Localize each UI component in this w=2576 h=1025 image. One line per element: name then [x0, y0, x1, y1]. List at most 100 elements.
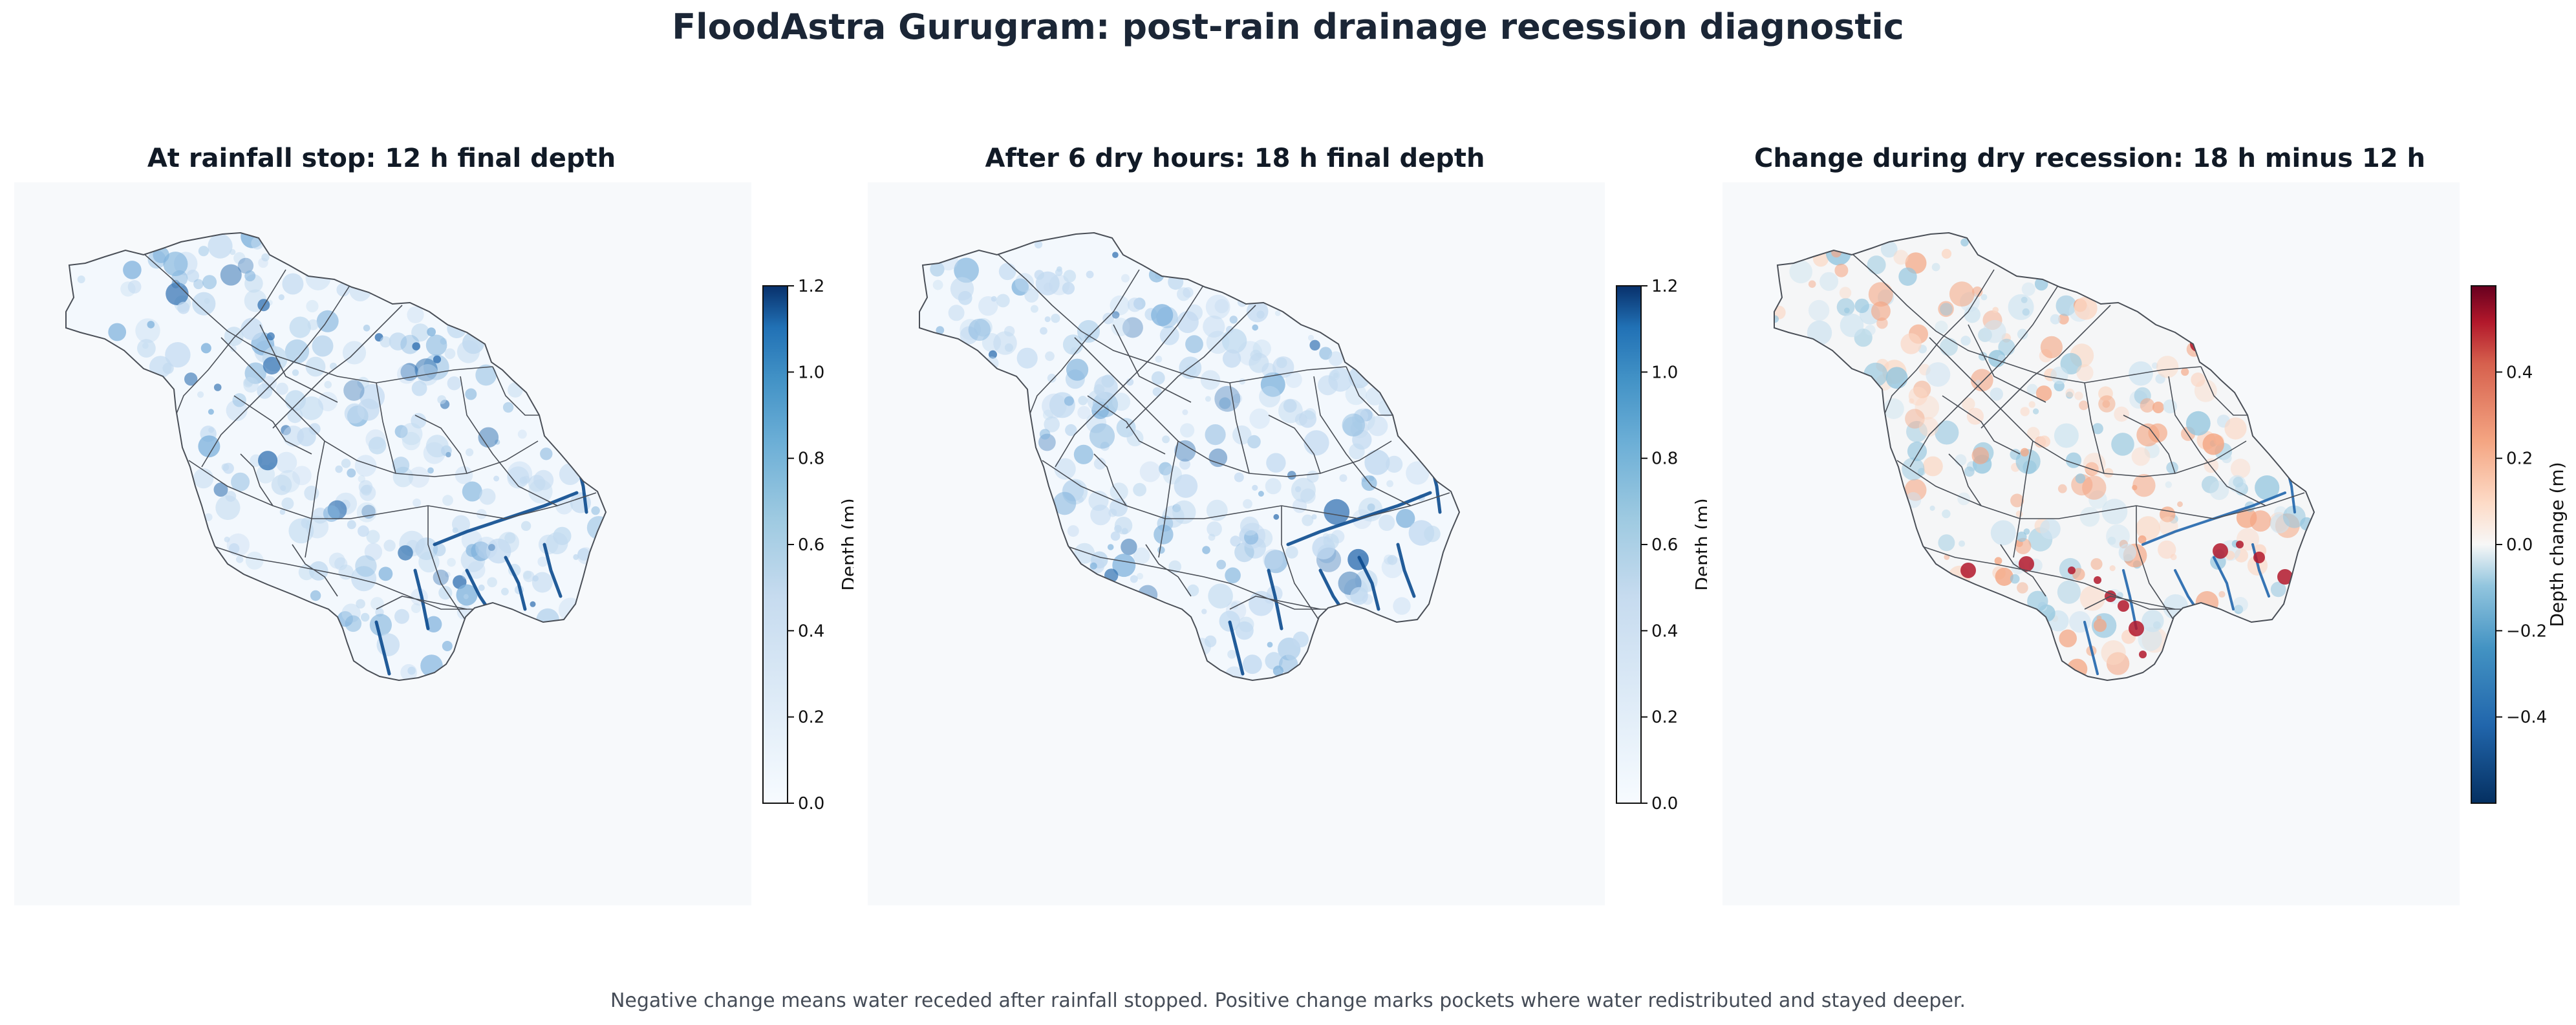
depth-cell [993, 331, 1017, 355]
depth-cell [2020, 448, 2029, 457]
depth-cell [2066, 391, 2074, 399]
depth-cell [2010, 493, 2024, 508]
ward-boundary [1851, 253, 2202, 383]
depth-cell [292, 369, 299, 376]
depth-cell [2131, 447, 2151, 466]
depth-cell [456, 584, 478, 606]
depth-cell [338, 565, 354, 580]
depth-cell [2109, 565, 2116, 572]
depth-cell [2170, 554, 2177, 561]
ward-boundary [208, 544, 473, 610]
depth-cell [442, 641, 453, 651]
depth-cell [1898, 267, 1917, 286]
depth-cell [2072, 568, 2085, 581]
depth-cell [408, 466, 430, 488]
depth-cell [2255, 475, 2280, 501]
depth-cell [266, 332, 275, 341]
depth-cell [2191, 372, 2206, 387]
channel [1357, 556, 1380, 611]
ward-boundary [1229, 596, 1321, 610]
ward-boundary [1980, 305, 2111, 429]
ward-boundary [1061, 544, 1327, 610]
depth-cell [2015, 510, 2023, 518]
colorbar-18h: 0.0 0.2 0.4 0.6 0.8 1.0 1.2 Depth (m) [1616, 278, 1707, 814]
depth-cell [1186, 304, 1203, 321]
depth-cell [479, 488, 496, 505]
channel [2213, 556, 2235, 610]
colorbar-tick-label: 1.2 [798, 278, 824, 296]
depth-cell [398, 545, 413, 561]
ward-boundary [1346, 366, 1393, 416]
depth-cell [392, 457, 410, 474]
colorbar-tick-label: 0.4 [798, 621, 824, 641]
depth-cell [1309, 340, 1320, 351]
depth-cell [1808, 299, 1830, 321]
depth-cell [1249, 590, 1274, 616]
depth-cell [2158, 516, 2178, 536]
depth-cell [1151, 304, 1174, 327]
depth-cell [2017, 582, 2028, 594]
depth-cell [1066, 358, 1089, 381]
ward-boundary [175, 269, 286, 416]
depth-cell [208, 233, 233, 259]
hotspot [2277, 569, 2293, 585]
depth-cell [1065, 424, 1077, 437]
depth-cell [1208, 583, 1233, 609]
depth-cell [1808, 280, 1816, 288]
ward-boundary [996, 253, 1347, 383]
depth-cell [1982, 319, 2006, 343]
figure-title: FloodAstra Gurugram: post-rain drainage … [672, 6, 1904, 47]
depth-cell [1935, 420, 1959, 445]
ward-boundary [1093, 453, 1127, 506]
ward-boundary [1074, 337, 1392, 477]
colorbar-gradient [762, 285, 788, 804]
district-boundary [1774, 232, 2315, 682]
depth-cell [1067, 525, 1079, 537]
depth-cell [2021, 282, 2035, 296]
depth-cell [1273, 513, 1280, 520]
depth-cell [1880, 241, 1898, 258]
depth-cell [412, 342, 420, 351]
ward-boundary [2136, 506, 2176, 623]
depth-cell [236, 556, 244, 563]
depth-cell [2111, 433, 2134, 456]
depth-cell [394, 425, 408, 438]
depth-cell [996, 294, 1010, 308]
depth-cell [230, 345, 237, 352]
depth-cell [2101, 499, 2128, 524]
colorbar-tick-label: 0.4 [1651, 621, 1678, 641]
depth-cell [1287, 471, 1296, 480]
colorbar-tick-label: 0.0 [1651, 794, 1678, 814]
depth-cell [1990, 387, 2003, 401]
channel [2083, 621, 2099, 675]
depth-cell [2132, 474, 2156, 497]
depth-cell [2033, 408, 2039, 415]
depth-cell [1774, 315, 1779, 323]
hotspot [1960, 563, 1976, 578]
depth-cell [284, 339, 310, 364]
channel [2251, 543, 2270, 598]
depth-cell [533, 469, 554, 490]
depth-cell [166, 282, 189, 305]
depth-cell [1938, 301, 1954, 318]
depth-cell [1090, 504, 1111, 526]
depth-cell [523, 570, 535, 583]
ward-boundary [1268, 415, 1321, 474]
depth-cell [2158, 540, 2176, 559]
depth-cell [1276, 357, 1287, 369]
depth-cell [1938, 534, 1955, 552]
hotspot [2118, 600, 2129, 612]
depth-cell [407, 666, 416, 675]
depth-cell [1893, 250, 1909, 265]
depth-cell [310, 590, 321, 601]
ward-boundary [2200, 366, 2248, 416]
depth-cell [1114, 517, 1133, 535]
depth-cell [1931, 263, 1940, 272]
depth-cell [233, 252, 246, 264]
ward-boundary [1896, 460, 2305, 519]
ward-boundary [1884, 269, 1995, 416]
depth-cell [1935, 320, 1948, 334]
depth-cell [477, 509, 487, 519]
depth-cell [1923, 456, 1943, 477]
colorbar-label: Depth (m) [838, 498, 853, 590]
